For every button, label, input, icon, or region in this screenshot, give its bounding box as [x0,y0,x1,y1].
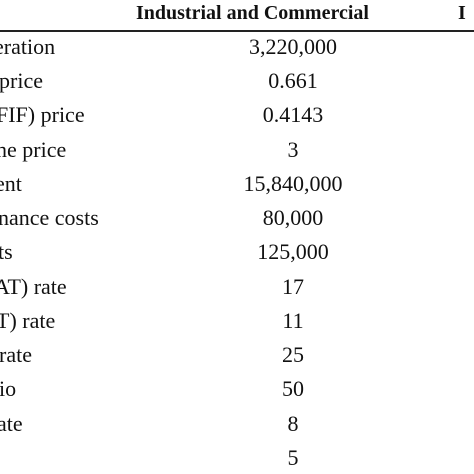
row-value: 8 [287,411,299,436]
table-row: ent 15,840,000 [0,169,474,203]
row-label: ts [0,239,13,264]
row-value: 5 [287,445,299,470]
row-label: eration [0,34,56,59]
table-row: rate 25 [0,340,474,374]
row-value: 3 [287,137,299,162]
table-row: T) rate 11 [0,306,474,340]
row-value: 50 [282,376,304,401]
header-rule [0,30,474,32]
row-label: T) rate [0,308,56,333]
row-label: rate [0,342,32,367]
row-label: io [0,376,17,401]
table-header: Industrial and Commercial I [0,0,474,28]
row-value: 17 [282,274,304,299]
row-value: 11 [282,308,304,333]
row-label: price [0,68,43,93]
row-label: AT) rate [0,274,67,299]
table-row: 5 [0,443,474,474]
row-label: FIF) price [0,102,85,127]
table-row: ts 125,000 [0,237,474,271]
row-value: 125,000 [257,239,329,264]
table-row: nance costs 80,000 [0,203,474,237]
table-row: eration 3,220,000 [0,32,474,66]
row-label: nance costs [0,205,99,230]
row-label: ate [0,411,23,436]
row-label: ent [0,171,22,196]
table-row: ne price 3 [0,135,474,169]
column-header-next-truncated: I [458,2,466,24]
row-value: 0.4143 [262,102,324,127]
table-row: price 0.661 [0,66,474,100]
row-value: 0.661 [268,68,318,93]
table-row: AT) rate 17 [0,272,474,306]
row-value: 3,220,000 [249,34,337,59]
table-row: io 50 [0,374,474,408]
row-value: 15,840,000 [243,171,343,196]
table-row: ate 8 [0,409,474,443]
row-value: 25 [282,342,304,367]
column-header-industrial-commercial: Industrial and Commercial [136,2,369,24]
row-value: 80,000 [262,205,324,230]
table-row: FIF) price 0.4143 [0,100,474,134]
row-label: ne price [0,137,67,162]
